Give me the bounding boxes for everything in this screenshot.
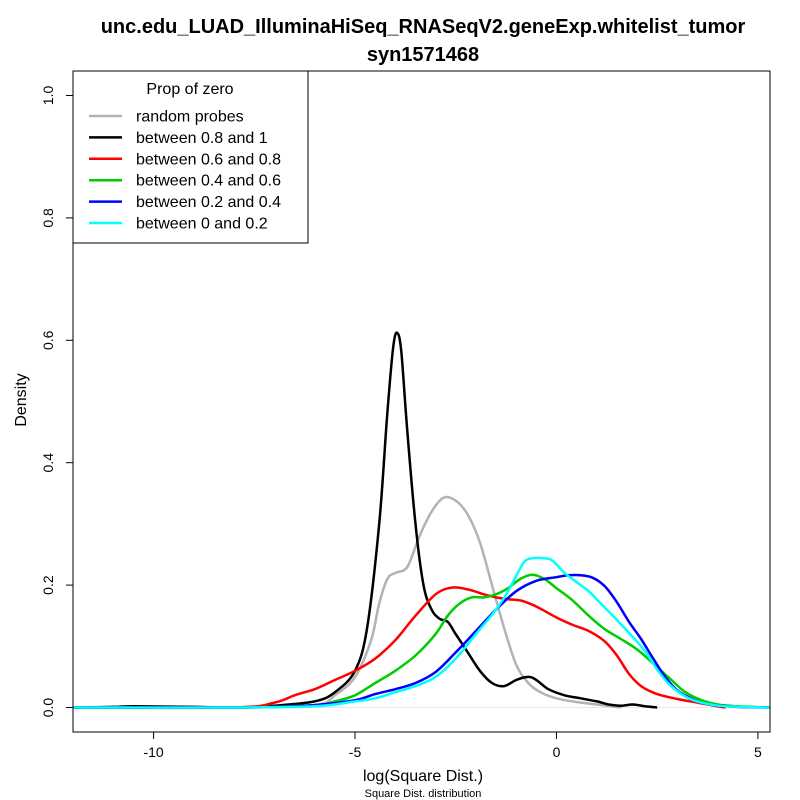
x-tick-label: -10 [143,744,163,760]
legend-label: between 0.4 and 0.6 [136,173,281,190]
legend-label: between 0.6 and 0.8 [136,151,281,168]
chart-subtitle: syn1571468 [367,44,479,66]
series-line-between-0-4-and-0-6 [72,573,771,709]
y-tick-label: 0.8 [40,208,56,228]
series-line-between-0-2-and-0-4 [72,573,771,709]
y-axis: 0.0 0.2 0.4 0.6 0.8 1.0 [40,86,73,718]
series-line-random-probes [72,495,622,709]
density-curves [72,331,771,710]
legend-label: random probes [136,109,244,126]
x-tick-label: -5 [349,744,362,760]
legend-label: between 0.8 and 1 [136,130,268,147]
x-tick-label: 5 [754,744,762,760]
y-tick-label: 1.0 [40,86,56,106]
y-tick-label: 0.0 [40,698,56,718]
y-tick-label: 0.6 [40,330,56,350]
legend-box [72,70,309,244]
sub-caption: Square Dist. distribution [365,788,482,800]
legend-label: between 0.2 and 0.4 [136,194,281,211]
legend: Prop of zero random probes between 0.8 an… [72,70,309,244]
y-tick-label: 0.2 [40,575,56,595]
y-axis-label: Density [13,373,30,426]
series-line-between-0-and-0-2 [72,556,771,709]
y-tick-label: 0.4 [40,453,56,473]
chart-title: unc.edu_LUAD_IlluminaHiSeq_RNASeqV2.gene… [101,16,746,38]
x-axis-label: log(Square Dist.) [363,768,483,785]
plot-frame [72,70,771,733]
legend-label: between 0 and 0.2 [136,216,268,233]
x-axis: -10 -5 0 5 [143,732,762,760]
series-line-between-0-8-and-1 [72,331,658,709]
legend-title: Prop of zero [146,81,233,98]
x-tick-label: 0 [553,744,561,760]
